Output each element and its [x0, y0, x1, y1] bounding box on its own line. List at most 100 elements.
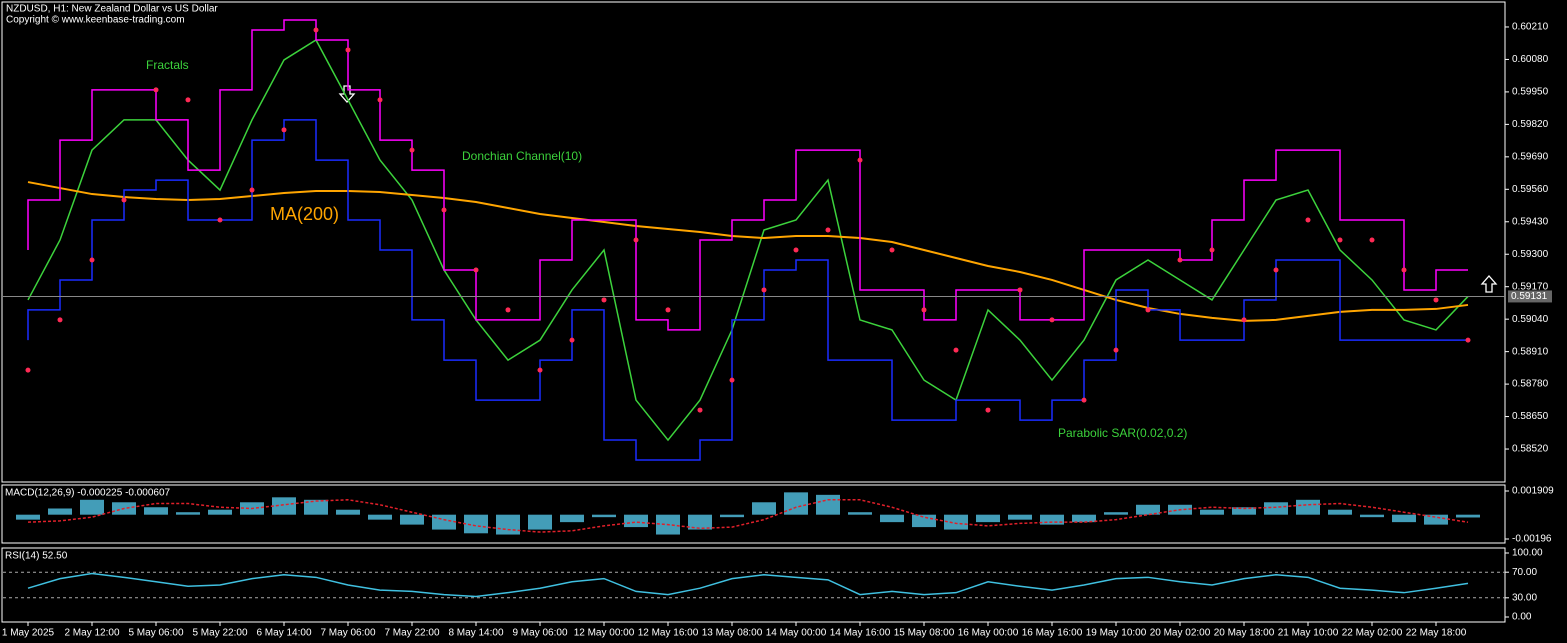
histogram-bar	[464, 514, 488, 534]
series-line	[27, 499, 1469, 533]
series-label: Donchian Channel(10)	[462, 149, 582, 163]
x-tick-label: 22 May 18:00	[1406, 628, 1467, 639]
sar-dot	[729, 377, 735, 383]
histogram-bar	[144, 507, 168, 515]
sar-dot	[889, 247, 895, 253]
histogram-bar	[336, 509, 360, 515]
sar-dot	[857, 157, 863, 163]
sar-dot	[505, 307, 511, 313]
histogram-bar	[752, 502, 776, 515]
sar-dot	[25, 367, 31, 373]
sar-dot	[665, 307, 671, 313]
histogram-bar	[848, 512, 872, 515]
sar-dot	[1401, 267, 1407, 273]
y-tick-label: 0.58520	[1512, 444, 1549, 455]
histogram-bar	[208, 509, 232, 515]
histogram-bar	[976, 514, 1000, 523]
series-line	[27, 19, 1468, 331]
histogram-bar	[496, 514, 520, 535]
x-tick-label: 8 May 14:00	[448, 628, 503, 639]
sar-dot	[249, 187, 255, 193]
histogram-bar	[80, 499, 104, 515]
series-label: Parabolic SAR(0.02,0.2)	[1058, 426, 1187, 440]
y-tick-label: 0.59820	[1512, 119, 1549, 130]
sar-dot	[633, 237, 639, 243]
sar-dot	[1369, 237, 1375, 243]
histogram-bar	[912, 514, 936, 528]
sar-dot	[1081, 397, 1087, 403]
x-tick-label: 7 May 22:00	[384, 628, 439, 639]
histogram-bar	[176, 512, 200, 515]
histogram-bar	[784, 492, 808, 515]
histogram-bar	[1072, 514, 1096, 523]
sar-dot	[825, 227, 831, 233]
sar-dot	[1145, 307, 1151, 313]
x-tick-label: 5 May 06:00	[128, 628, 183, 639]
histogram-bar	[400, 514, 424, 525]
sar-dot	[761, 287, 767, 293]
y-tick-label: 0.59040	[1512, 314, 1549, 325]
panel-title: RSI(14) 52.50	[5, 551, 68, 562]
sar-dot	[1113, 347, 1119, 353]
x-tick-label: 7 May 06:00	[320, 628, 375, 639]
sar-dot	[313, 27, 319, 33]
sar-dot	[409, 147, 415, 153]
x-tick-label: 19 May 10:00	[1086, 628, 1147, 639]
histogram-bar	[432, 514, 456, 530]
series-label: MA(200)	[270, 204, 339, 224]
current-price-box	[1508, 290, 1552, 303]
histogram-bar	[1264, 502, 1288, 515]
x-tick-label: 13 May 08:00	[702, 628, 763, 639]
sar-dot	[185, 97, 191, 103]
histogram-bar	[48, 508, 72, 515]
rsi-panel	[1, 547, 1506, 623]
sar-dot	[1465, 337, 1471, 343]
sar-dot	[153, 87, 159, 93]
histogram-bar	[1392, 514, 1416, 523]
y-tick-label: 0.60080	[1512, 54, 1549, 65]
sar-dot	[1241, 317, 1247, 323]
sar-dot	[441, 207, 447, 213]
sar-dot	[1337, 237, 1343, 243]
sar-dot	[1049, 317, 1055, 323]
histogram-bar	[560, 514, 584, 523]
sar-dot	[601, 297, 607, 303]
series-line	[27, 181, 1469, 322]
histogram-bar	[720, 514, 744, 518]
panel-title: MACD(12,26,9) -0.000225 -0.000607	[5, 488, 171, 499]
sar-dot	[953, 347, 959, 353]
histogram-bar	[880, 514, 904, 523]
y-tick-label: 70.00	[1512, 567, 1537, 578]
sar-dot	[985, 407, 991, 413]
series-line	[27, 38, 1469, 442]
histogram-bar	[1136, 504, 1160, 515]
histogram-bar	[624, 514, 648, 528]
histogram-bar	[16, 514, 40, 520]
x-tick-label: 9 May 06:00	[512, 628, 567, 639]
sar-dot	[921, 307, 927, 313]
histogram-bar	[272, 497, 296, 515]
sar-dot	[473, 267, 479, 273]
x-tick-label: 5 May 22:00	[192, 628, 247, 639]
histogram-bar	[1328, 509, 1352, 515]
sar-dot	[1177, 257, 1183, 263]
sar-dot	[217, 217, 223, 223]
x-tick-label: 14 May 00:00	[766, 628, 827, 639]
x-tick-label: 14 May 16:00	[830, 628, 891, 639]
x-tick-label: 1 May 2025	[2, 628, 55, 639]
y-tick-label: 0.59690	[1512, 151, 1549, 162]
histogram-bar	[1360, 514, 1384, 518]
histogram-bar	[1104, 512, 1128, 515]
y-tick-label: 0.59950	[1512, 87, 1549, 98]
histogram-bar	[1456, 514, 1480, 518]
x-tick-label: 2 May 12:00	[64, 628, 119, 639]
histogram-bar	[1296, 499, 1320, 515]
histogram-bar	[1200, 509, 1224, 515]
y-tick-label: 0.59300	[1512, 249, 1549, 260]
y-tick-label: 30.00	[1512, 592, 1537, 603]
histogram-bar	[816, 494, 840, 515]
x-tick-label: 12 May 00:00	[574, 628, 635, 639]
histogram-bar	[528, 514, 552, 530]
